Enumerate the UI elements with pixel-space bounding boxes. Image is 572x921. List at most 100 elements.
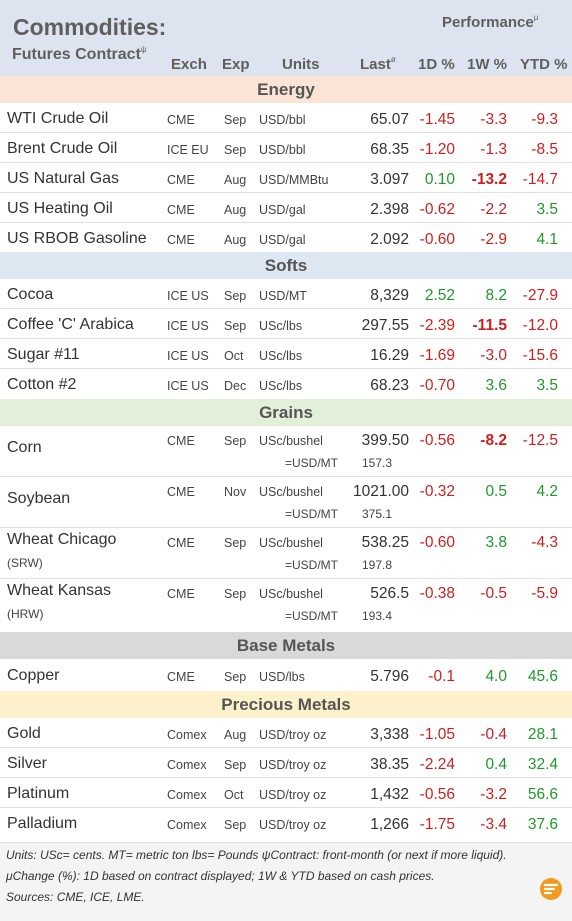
footnote-units: Units: USc= cents. MT= metric ton lbs= P… — [6, 848, 507, 862]
units: USc/bushel — [259, 536, 323, 550]
table-row: Corn CME Sep USc/bushel 399.50 -0.56 -8.2 -12.5… — [0, 426, 572, 477]
change-ytd: -12.0 — [522, 317, 558, 334]
change-1w: -2.9 — [480, 231, 507, 248]
exchange: CME — [167, 233, 195, 247]
change-1d: -1.45 — [419, 111, 455, 128]
table-row: Palladium Comex Sep USD/troy oz 1,266 -1.75 -3… — [0, 808, 572, 838]
commodity-name: Platinum — [7, 785, 70, 802]
last-price: 538.25 — [361, 534, 409, 551]
expiry: Dec — [224, 379, 247, 393]
change-1w: -13.2 — [471, 171, 507, 188]
change-ytd: -5.9 — [531, 585, 558, 602]
converted-units: =USD/MT — [285, 558, 339, 572]
units: USc/bushel — [259, 434, 323, 448]
change-ytd: -15.6 — [522, 347, 558, 364]
commodity-name: Copper — [7, 667, 60, 684]
exchange: ICE US — [167, 379, 209, 393]
last-price: 1,266 — [370, 816, 409, 833]
change-1d: -1.05 — [419, 726, 455, 743]
col-exp-header: Exp — [222, 56, 250, 73]
commodity-name: Cocoa — [7, 286, 54, 303]
table-row: Coffee 'C' Arabica ICE US Sep USc/lbs 297.55… — [0, 309, 572, 339]
exchange: ICE US — [167, 349, 209, 363]
exchange: CME — [167, 670, 195, 684]
performance-label: Performance — [442, 14, 534, 31]
expiry: Sep — [224, 587, 247, 601]
change-1w: 4.0 — [485, 668, 507, 685]
page-title: Commodities: — [13, 14, 167, 40]
units: USD/troy oz — [259, 788, 327, 802]
expiry: Sep — [224, 818, 247, 832]
units: USc/bushel — [259, 587, 323, 601]
table-row: Brent Crude Oil ICE EU Sep USD/bbl 68.35 -1.2… — [0, 133, 572, 163]
change-ytd: -12.5 — [522, 432, 558, 449]
change-1w: -3.3 — [480, 111, 507, 128]
table-row: Sugar #11 ICE US Oct USc/lbs 16.29 -1.69 -3.0-… — [0, 339, 572, 369]
performance-footnote-mark: μ — [533, 13, 539, 22]
table-row: Cotton #2 ICE US Dec USc/lbs 68.23 -0.70 3.6 3.… — [0, 369, 572, 399]
footnote-sources: Sources: CME, ICE, LME. — [6, 890, 145, 904]
last-price: 5.796 — [370, 668, 409, 685]
units: USD/gal — [259, 233, 306, 247]
commodity-name: Sugar #11 — [7, 346, 80, 363]
section-header-grains: Grains — [0, 399, 572, 426]
col-exch-header: Exch — [171, 56, 207, 73]
last-price: 297.55 — [361, 317, 409, 334]
change-1d: -0.60 — [419, 231, 455, 248]
exchange: Comex — [167, 818, 207, 832]
commodity-name: Corn — [7, 439, 42, 456]
converted-price: 193.4 — [361, 609, 392, 623]
exchange: ICE US — [167, 319, 209, 333]
futures-contract-heading: Futures Contractψ — [12, 45, 147, 64]
change-1w: -11.5 — [472, 317, 507, 334]
change-ytd: -9.3 — [531, 111, 558, 128]
table-row: Platinum Comex Oct USD/troy oz 1,432 -0.56 -3.… — [0, 778, 572, 808]
expiry: Aug — [224, 203, 247, 217]
contract-footnote-mark: ψ — [140, 45, 147, 54]
units: USD/troy oz — [259, 758, 327, 772]
change-1d: -0.56 — [419, 432, 455, 449]
change-1d: -0.62 — [419, 201, 455, 218]
change-1w: -0.5 — [480, 585, 507, 602]
converted-price: 197.8 — [361, 558, 392, 572]
units: USD/gal — [259, 203, 306, 217]
change-ytd: 4.1 — [536, 231, 558, 248]
change-ytd: 4.2 — [536, 483, 558, 500]
last-price: 8,329 — [370, 287, 409, 304]
converted-units: =USD/MT — [285, 609, 339, 623]
table-row: Cocoa ICE US Sep USD/MT 8,329 2.52 8.2 -27.9 — [0, 279, 572, 309]
col-ytd-header: YTD % — [520, 56, 568, 73]
expiry: Aug — [224, 233, 247, 247]
units: USD/MMBtu — [259, 173, 329, 187]
footer-notes: Units: USc= cents. MT= metric ton lbs= P… — [0, 842, 572, 921]
last-price: 2.398 — [370, 201, 409, 218]
exchange: CME — [167, 434, 195, 448]
col-1w-header: 1W % — [467, 56, 508, 73]
commodity-name: Wheat Kansas — [7, 582, 112, 599]
col-1d-header: 1D % — [418, 56, 455, 73]
change-1w: 8.2 — [485, 287, 507, 304]
col-last-label: Last — [360, 56, 391, 73]
last-price: 68.35 — [370, 141, 409, 158]
last-price: 1021.00 — [352, 483, 409, 500]
change-ytd: 37.6 — [527, 816, 558, 833]
units: USc/lbs — [259, 379, 303, 393]
change-1w: -1.3 — [480, 141, 507, 158]
table-header: Commodities: Futures Contractψ Performan… — [0, 0, 572, 79]
change-1d: -2.24 — [419, 756, 455, 773]
commodity-name: Cotton #2 — [7, 376, 77, 393]
table-row: US Natural Gas CME Aug USD/MMBtu 3.097 0.10 -1… — [0, 163, 572, 193]
commodity-name: Wheat Chicago — [7, 531, 117, 548]
commodity-name: Brent Crude Oil — [7, 140, 118, 157]
exchange: CME — [167, 587, 195, 601]
exchange: ICE EU — [167, 143, 209, 157]
expiry: Sep — [224, 536, 247, 550]
last-price: 16.29 — [370, 347, 409, 364]
commodity-name: WTI Crude Oil — [7, 110, 109, 127]
change-ytd: 3.5 — [536, 201, 558, 218]
exchange: CME — [167, 173, 195, 187]
change-1d: -0.1 — [428, 668, 455, 685]
commodity-name: US Heating Oil — [7, 200, 113, 217]
units: USc/bushel — [259, 485, 323, 499]
expiry: Sep — [224, 758, 247, 772]
